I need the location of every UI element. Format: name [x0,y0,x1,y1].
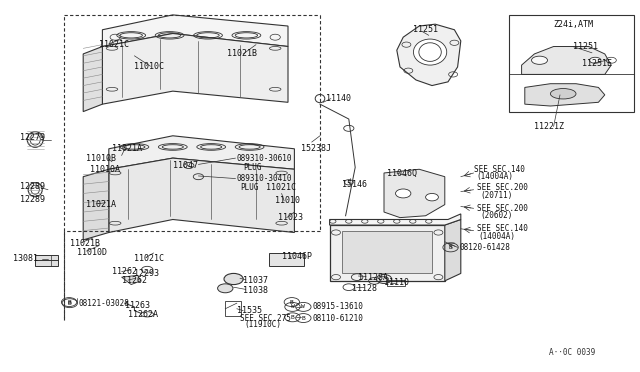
Text: 11262A: 11262A [128,310,158,319]
Text: 11038: 11038 [243,286,268,295]
Bar [35,255,58,266]
Polygon shape [330,225,445,281]
Text: 11010: 11010 [275,196,300,205]
Text: 11010A: 11010A [90,165,120,174]
Circle shape [396,189,411,198]
Text: 11262: 11262 [122,276,147,285]
Text: PLUG: PLUG [243,163,262,172]
Text: 08121-03028: 08121-03028 [79,299,129,308]
Circle shape [224,273,243,285]
Ellipse shape [531,56,548,64]
Text: 11010C: 11010C [134,62,164,71]
Polygon shape [109,158,294,232]
Text: 11140: 11140 [326,94,351,103]
Text: 13081: 13081 [13,254,38,263]
Text: Z24i,ATM: Z24i,ATM [554,20,594,29]
Polygon shape [342,231,432,273]
Polygon shape [384,169,445,218]
Text: 12289: 12289 [20,182,45,190]
Polygon shape [83,169,109,240]
Text: 11046Q: 11046Q [387,169,417,177]
Text: 11037: 11037 [243,276,268,285]
Polygon shape [445,219,461,281]
Text: 11251: 11251 [413,25,438,34]
Text: SEE SEC.140: SEE SEC.140 [474,165,524,174]
Ellipse shape [413,39,447,65]
Text: 11262: 11262 [112,267,137,276]
Text: 11263: 11263 [125,301,150,310]
Text: 12293: 12293 [134,269,159,278]
Text: 11021C: 11021C [266,183,296,192]
Text: A··0C 0039: A··0C 0039 [549,348,595,357]
Polygon shape [397,24,461,86]
Ellipse shape [589,57,601,63]
Text: W: W [301,304,305,310]
Text: 089310-30410: 089310-30410 [237,174,292,183]
Text: SEE SEC.140: SEE SEC.140 [477,224,527,233]
Polygon shape [522,46,611,74]
Bar [387,280,405,286]
Text: 11021A: 11021A [86,200,116,209]
Bar [225,301,241,316]
Text: 11251: 11251 [573,42,598,51]
Polygon shape [102,33,288,104]
Text: 08915-13610: 08915-13610 [312,302,363,311]
Text: B: B [68,301,72,306]
Polygon shape [83,46,102,112]
Text: (20602): (20602) [480,211,513,220]
Text: 11128A: 11128A [358,273,388,282]
Text: 11047: 11047 [173,161,198,170]
Text: B: B [67,299,71,305]
Text: 11021A: 11021A [112,144,142,153]
Text: 089310-30610: 089310-30610 [237,154,292,163]
Circle shape [426,193,438,201]
Text: 11251E: 11251E [582,59,612,68]
Text: B: B [290,299,294,305]
Polygon shape [330,214,461,225]
Text: 12279: 12279 [20,133,45,142]
Text: 08110-61210: 08110-61210 [312,314,363,323]
Bar [269,253,304,266]
Text: 11110: 11110 [384,278,409,287]
Text: W: W [291,304,294,310]
Text: B: B [291,315,294,320]
Polygon shape [109,136,294,169]
Text: B: B [301,315,305,321]
Text: 11021B: 11021B [227,49,257,58]
Text: B: B [449,245,452,250]
Text: 11021C: 11021C [99,40,129,49]
Text: SEE SEC.200: SEE SEC.200 [477,183,527,192]
Text: (11910C): (11910C) [244,320,282,329]
Text: 11010B: 11010B [86,154,116,163]
Text: (14004A): (14004A) [479,232,516,241]
Text: 12289: 12289 [20,195,45,203]
Polygon shape [122,275,141,285]
Polygon shape [102,15,288,46]
Text: 11021C: 11021C [134,254,164,263]
Polygon shape [525,84,605,106]
Text: (14004A): (14004A) [477,172,514,181]
Text: (20711): (20711) [480,191,513,200]
Text: 11221Z: 11221Z [534,122,564,131]
Text: PLUG: PLUG [240,183,259,192]
Text: 11023: 11023 [278,213,303,222]
Text: 11046P: 11046P [282,252,312,261]
Ellipse shape [550,89,576,99]
Text: SEE SEC.275: SEE SEC.275 [240,314,291,323]
Text: 11535: 11535 [237,306,262,315]
Circle shape [218,284,233,293]
Text: SEE SEC.200: SEE SEC.200 [477,204,527,213]
Text: 11010D: 11010D [77,248,107,257]
Text: 11021B: 11021B [70,239,100,248]
Bar [509,15,634,112]
Text: 15146: 15146 [342,180,367,189]
Text: 11128: 11128 [352,284,377,293]
Text: 15238J: 15238J [301,144,331,153]
Text: 08120-61428: 08120-61428 [460,243,510,252]
